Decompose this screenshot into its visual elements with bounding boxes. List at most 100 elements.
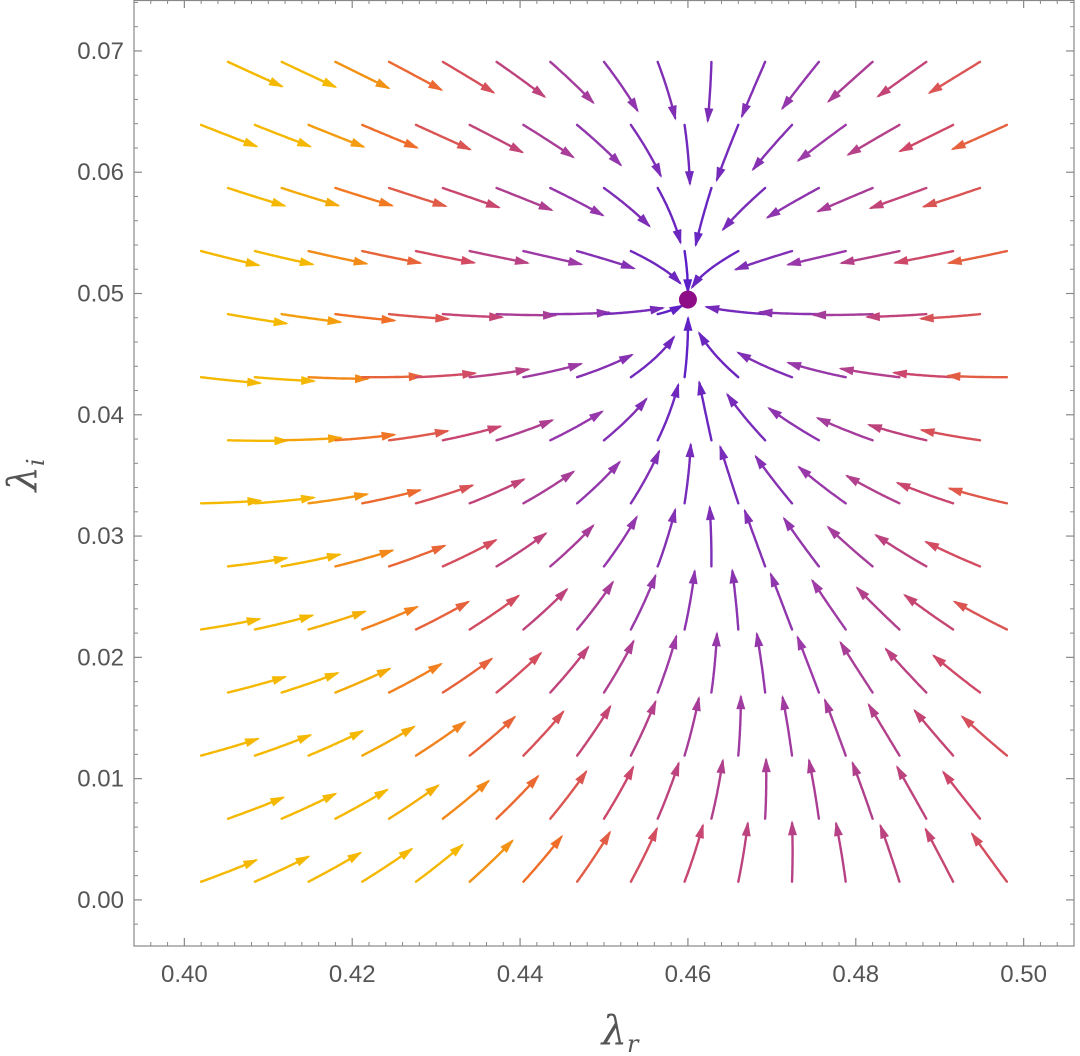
streamline-arrowhead	[866, 424, 883, 433]
streamline-arrowhead	[627, 97, 639, 113]
streamline-arrowhead	[945, 372, 961, 381]
streamline-arrowhead	[683, 279, 693, 295]
streamline-arrowhead	[355, 374, 370, 384]
streamline-arrowhead	[577, 645, 590, 660]
axis-ticks: 0.40 0.42 0.44 0.46 0.48 0.50 0.00 0.01 0.02 0.03…	[77, 0, 1074, 988]
streamline-arrowhead	[879, 823, 889, 840]
y-tick-label: 0.03	[77, 523, 124, 550]
streamline-arrowhead	[353, 256, 369, 266]
streamline-arrowhead	[952, 600, 968, 612]
streamline-arrowhead	[350, 138, 366, 148]
streamline-arrowhead	[515, 367, 531, 376]
streamline-arrowhead	[796, 635, 807, 651]
streamline-arrowhead	[785, 257, 802, 267]
streamline-arrowhead	[741, 102, 751, 119]
streamline-arrowhead	[431, 544, 447, 555]
streamline-arrowhead	[623, 765, 635, 781]
streamline-arrowhead	[505, 594, 521, 608]
streamline-arrowhead	[757, 308, 773, 318]
streamline-arrowhead	[353, 492, 370, 501]
streamline-arrowhead	[891, 369, 908, 379]
x-tick-label: 0.40	[161, 961, 208, 988]
streamline-arrowhead	[695, 823, 704, 839]
streamline-arrowhead	[476, 779, 491, 793]
streamline-arrowhead	[719, 444, 729, 461]
streamline-arrowhead	[376, 667, 392, 679]
streamline-arrowhead	[884, 647, 898, 662]
streamline-arrowhead	[691, 695, 701, 712]
streamline-arrowhead	[620, 260, 636, 269]
streamline-arrowhead	[269, 796, 286, 807]
streamline-arrowhead	[826, 525, 841, 540]
x-tick-label: 0.50	[1000, 961, 1047, 988]
streamline-arrowhead	[729, 568, 739, 584]
streamline-arrowhead	[754, 454, 767, 470]
streamline-arrowhead	[502, 715, 517, 729]
streamlines	[199, 60, 1009, 883]
streamline-arrowhead	[575, 769, 588, 785]
streamline-arrowhead	[919, 428, 936, 437]
streamline-arrowhead	[846, 144, 862, 156]
streamline-arrowhead	[670, 761, 680, 777]
streamline-arrowhead	[851, 760, 862, 777]
streamline-arrowhead	[589, 205, 605, 217]
streamline-arrowhead	[662, 335, 676, 350]
streamline-arrowhead	[321, 77, 338, 88]
streamline-arrowhead	[826, 89, 841, 103]
streamline-arrowhead	[947, 487, 963, 497]
streamline-arrowhead	[683, 315, 693, 331]
streamline-arrowhead	[698, 331, 710, 347]
fixed-point-marker	[678, 290, 697, 309]
streamline-arrowhead	[378, 197, 395, 207]
streamline-arrowhead	[711, 631, 721, 647]
streamline-arrowhead	[716, 758, 726, 774]
streamline-arrowhead	[706, 504, 715, 521]
streamline-arrowhead	[765, 207, 781, 219]
streamline-arrowhead	[815, 417, 832, 428]
streamline-arrowhead	[300, 494, 317, 504]
streamline-arrowhead	[526, 774, 540, 789]
streamline-arrowhead	[567, 257, 584, 266]
streamline-arrowhead	[637, 213, 651, 228]
streamline-arrowhead	[560, 146, 575, 159]
y-tick-label: 0.05	[77, 281, 124, 308]
streamline-arrowhead	[351, 610, 368, 620]
streamline-arrowhead	[913, 708, 927, 724]
streamline-arrowhead	[400, 725, 416, 738]
streamline-arrowhead	[816, 202, 832, 213]
streamline-arrowhead	[811, 310, 827, 320]
streamline-arrowhead	[482, 539, 498, 551]
streamline-arrowhead	[845, 474, 861, 487]
streamline-arrowhead	[538, 419, 555, 430]
streamline-arrowhead	[744, 508, 754, 525]
streamline-arrowhead	[434, 428, 450, 438]
streamline-arrowhead	[273, 317, 289, 327]
streamline-arrowhead	[646, 699, 657, 716]
streamline-arrowhead	[733, 260, 750, 271]
streamline-arrowhead	[554, 587, 569, 602]
streamline-arrowhead	[298, 614, 315, 624]
streamline-arrowhead	[550, 834, 564, 850]
streamline-arrowhead	[271, 676, 288, 685]
streamline-arrowhead	[931, 654, 947, 668]
y-axis-title: λi	[0, 458, 50, 493]
streamline-arrowhead	[247, 497, 263, 506]
streamline-arrowhead	[672, 229, 682, 245]
streamline-arrowhead	[797, 465, 812, 479]
streamline-arrowhead	[623, 639, 635, 655]
streamline-arrowhead	[551, 710, 565, 725]
streamline-arrowhead	[347, 851, 363, 864]
streamline-arrowhead	[602, 580, 615, 596]
streamline-arrowhead	[299, 257, 315, 267]
streamline-arrowhead	[508, 142, 525, 154]
streamline-arrowhead	[839, 640, 852, 656]
streamline-arrowhead	[741, 821, 751, 837]
x-tick-label: 0.42	[329, 961, 376, 988]
streamline-arrowhead	[864, 312, 880, 322]
streamline-arrowhead	[532, 532, 548, 545]
x-tick-label: 0.46	[665, 961, 712, 988]
streamline-arrowhead	[301, 376, 317, 385]
streamline-arrowhead	[647, 826, 658, 842]
streamline-arrowhead	[567, 363, 584, 372]
